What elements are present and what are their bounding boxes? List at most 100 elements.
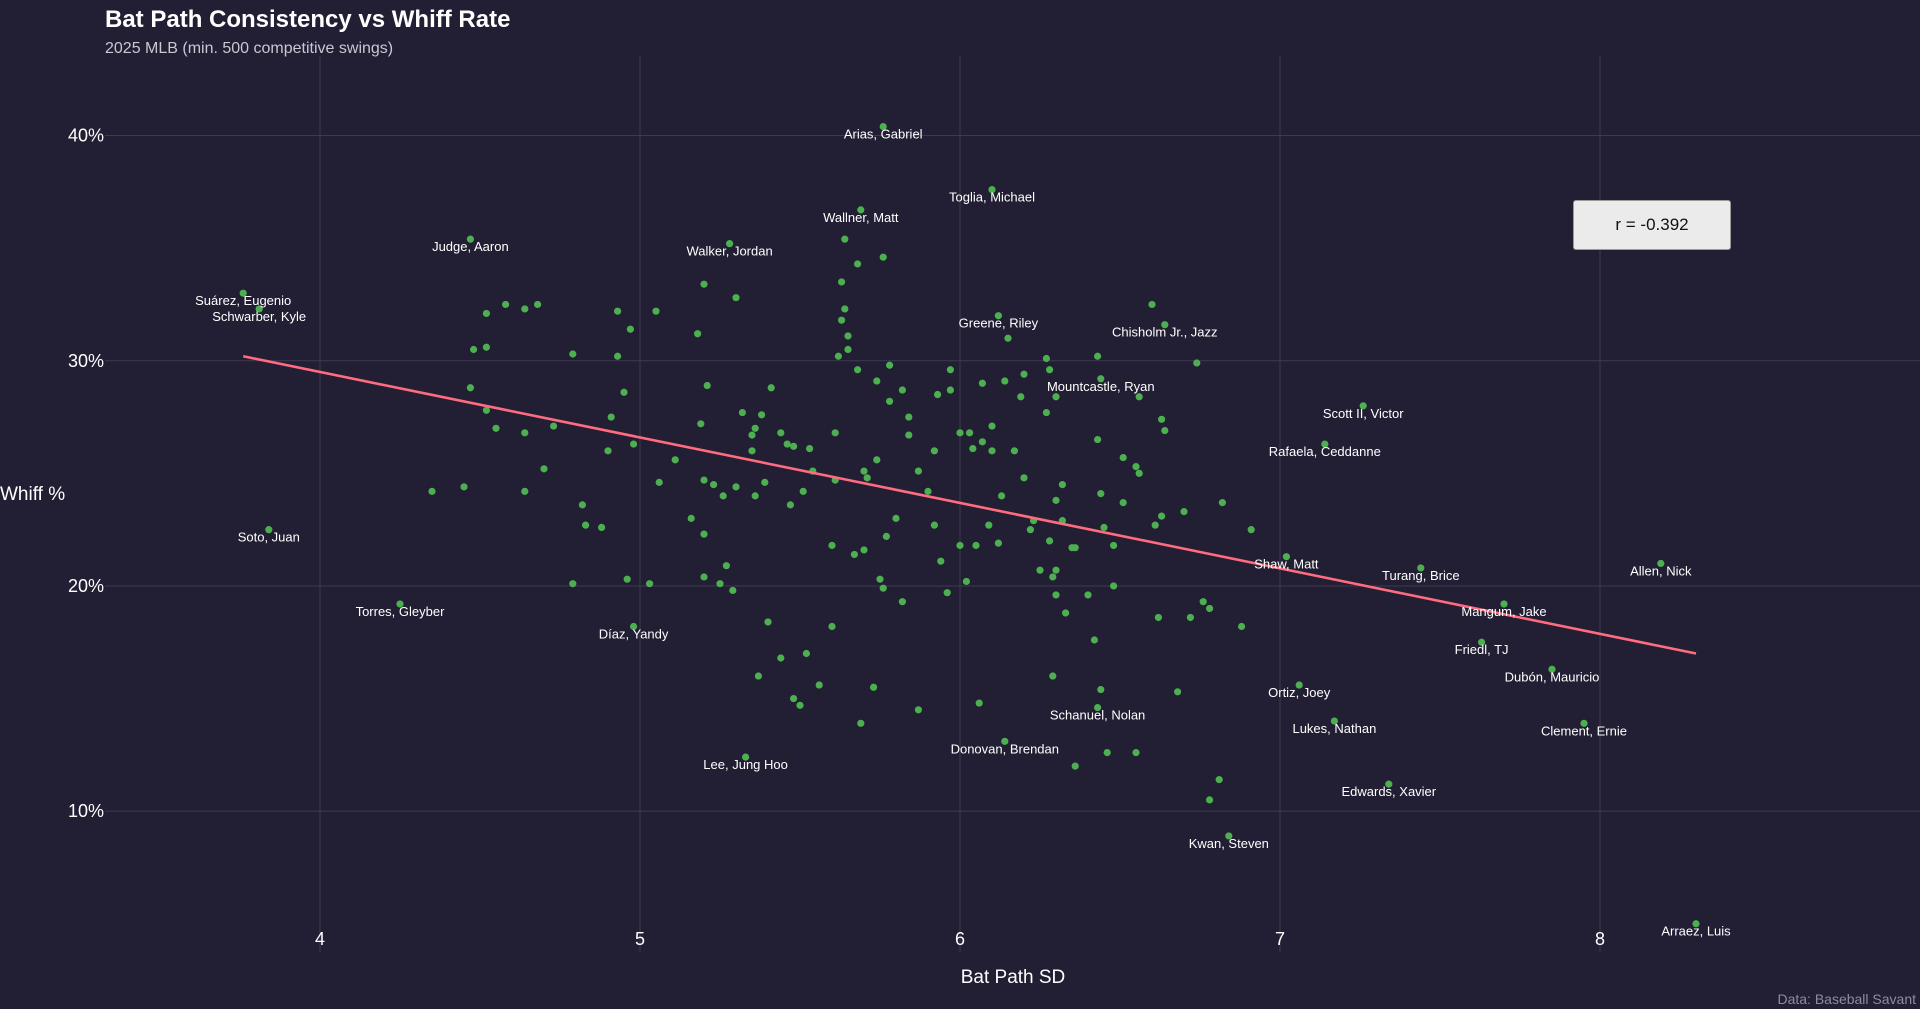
point-label: Scott II, Victor (1323, 406, 1404, 421)
scatter-point (815, 681, 823, 689)
scatter-point (790, 694, 798, 703)
scatter-point (502, 300, 510, 309)
x-axis-title: Bat Path SD (961, 967, 1066, 988)
x-tick-label: 6 (955, 929, 965, 949)
scatter-point (700, 476, 708, 484)
labeled-scatter-point (1657, 559, 1665, 568)
scatter-point (876, 575, 884, 583)
scatter-point (860, 467, 868, 475)
scatter-point (687, 514, 695, 522)
scatter-point (1042, 408, 1050, 417)
scatter-point (802, 649, 811, 658)
scatter-point (428, 487, 436, 495)
scatter-point (988, 447, 996, 455)
scatter-point (1020, 474, 1028, 482)
scatter-point (732, 294, 740, 302)
scatter-point (1135, 469, 1143, 477)
scatter-point (1046, 366, 1054, 374)
labeled-scatter-point (1161, 321, 1169, 329)
scatter-point (834, 352, 843, 360)
scatter-point (703, 381, 711, 390)
scatter-point (777, 654, 785, 662)
point-label: Lee, Jung Hoo (703, 757, 788, 772)
scatter-point (850, 550, 859, 559)
scatter-point (1174, 688, 1182, 696)
x-tick-label: 7 (1275, 929, 1285, 949)
scatter-point (975, 699, 983, 707)
scatter-point (905, 431, 913, 439)
scatter-point (870, 683, 878, 691)
scatter-point (1199, 598, 1207, 606)
scatter-point (994, 539, 1003, 547)
scatter-point (914, 467, 923, 475)
scatter-point (1094, 352, 1102, 360)
scatter-point (898, 386, 907, 394)
scatter-point (1010, 447, 1019, 455)
scatter-point (671, 456, 679, 464)
labeled-scatter-point (1225, 832, 1233, 840)
scatter-point (716, 580, 724, 588)
scatter-point (1097, 685, 1105, 694)
point-label: Arias, Gabriel (844, 127, 923, 142)
scatter-point (710, 481, 718, 489)
scatter-point (1004, 334, 1012, 342)
scatter-point (1161, 426, 1169, 435)
scatter-point (841, 235, 849, 243)
labeled-scatter-point (1478, 638, 1486, 646)
scatter-point (1206, 604, 1214, 613)
scatter-point (956, 541, 964, 550)
scatter-point (738, 408, 747, 417)
scatter-point (946, 386, 955, 394)
scatter-point (1215, 776, 1223, 784)
scatter-point (873, 377, 881, 385)
scatter-point (1071, 544, 1079, 552)
scatter-point (1052, 591, 1060, 599)
scatter-point (1020, 370, 1028, 378)
scatter-point (1151, 521, 1159, 529)
scatter-point (1186, 613, 1194, 622)
labeled-scatter-point (630, 622, 638, 631)
scatter-point (758, 411, 766, 419)
scatter-point (550, 422, 558, 430)
scatter-point (1158, 415, 1166, 423)
point-label: Wallner, Matt (823, 210, 899, 225)
scatter-point (655, 478, 663, 486)
scatter-point (1206, 796, 1214, 804)
point-label: Friedl, TJ (1455, 642, 1509, 657)
scatter-point (614, 352, 622, 360)
y-tick-label: 40% (68, 126, 104, 146)
scatter-point (754, 672, 763, 680)
scatter-point (886, 397, 894, 405)
point-label: Ortiz, Joey (1268, 685, 1331, 700)
x-tick-label: 5 (635, 929, 645, 949)
scatter-point (863, 474, 871, 482)
labeled-scatter-point (1097, 375, 1105, 383)
point-label: Rafaela, Ceddanne (1269, 444, 1381, 459)
scatter-point (1049, 672, 1057, 680)
scatter-point (799, 487, 807, 495)
correlation-annotation: r = -0.392 (1573, 200, 1731, 250)
x-tick-label: 4 (315, 929, 325, 949)
scatter-point (786, 501, 795, 509)
scatter-point (646, 580, 654, 588)
scatter-point (924, 487, 932, 495)
trend-line (242, 354, 1697, 655)
labeled-scatter-point (742, 753, 750, 761)
scatter-point (578, 501, 587, 509)
y-tick-label: 30% (68, 351, 104, 371)
scatter-point (962, 577, 971, 586)
scatter-point (1001, 377, 1009, 385)
scatter-point (1132, 462, 1140, 471)
scatter-point (582, 521, 590, 529)
point-label: Donovan, Brendan (951, 741, 1059, 756)
scatter-point (985, 521, 993, 529)
trend-line-group (242, 354, 1697, 655)
point-label: Toglia, Michael (949, 190, 1035, 205)
scatter-point (1036, 566, 1044, 574)
scatter-point (540, 465, 548, 473)
scatter-point (777, 429, 785, 437)
labeled-scatter-point (1282, 553, 1290, 561)
scatter-point (1100, 523, 1108, 531)
labeled-scatter-point (1295, 681, 1303, 689)
